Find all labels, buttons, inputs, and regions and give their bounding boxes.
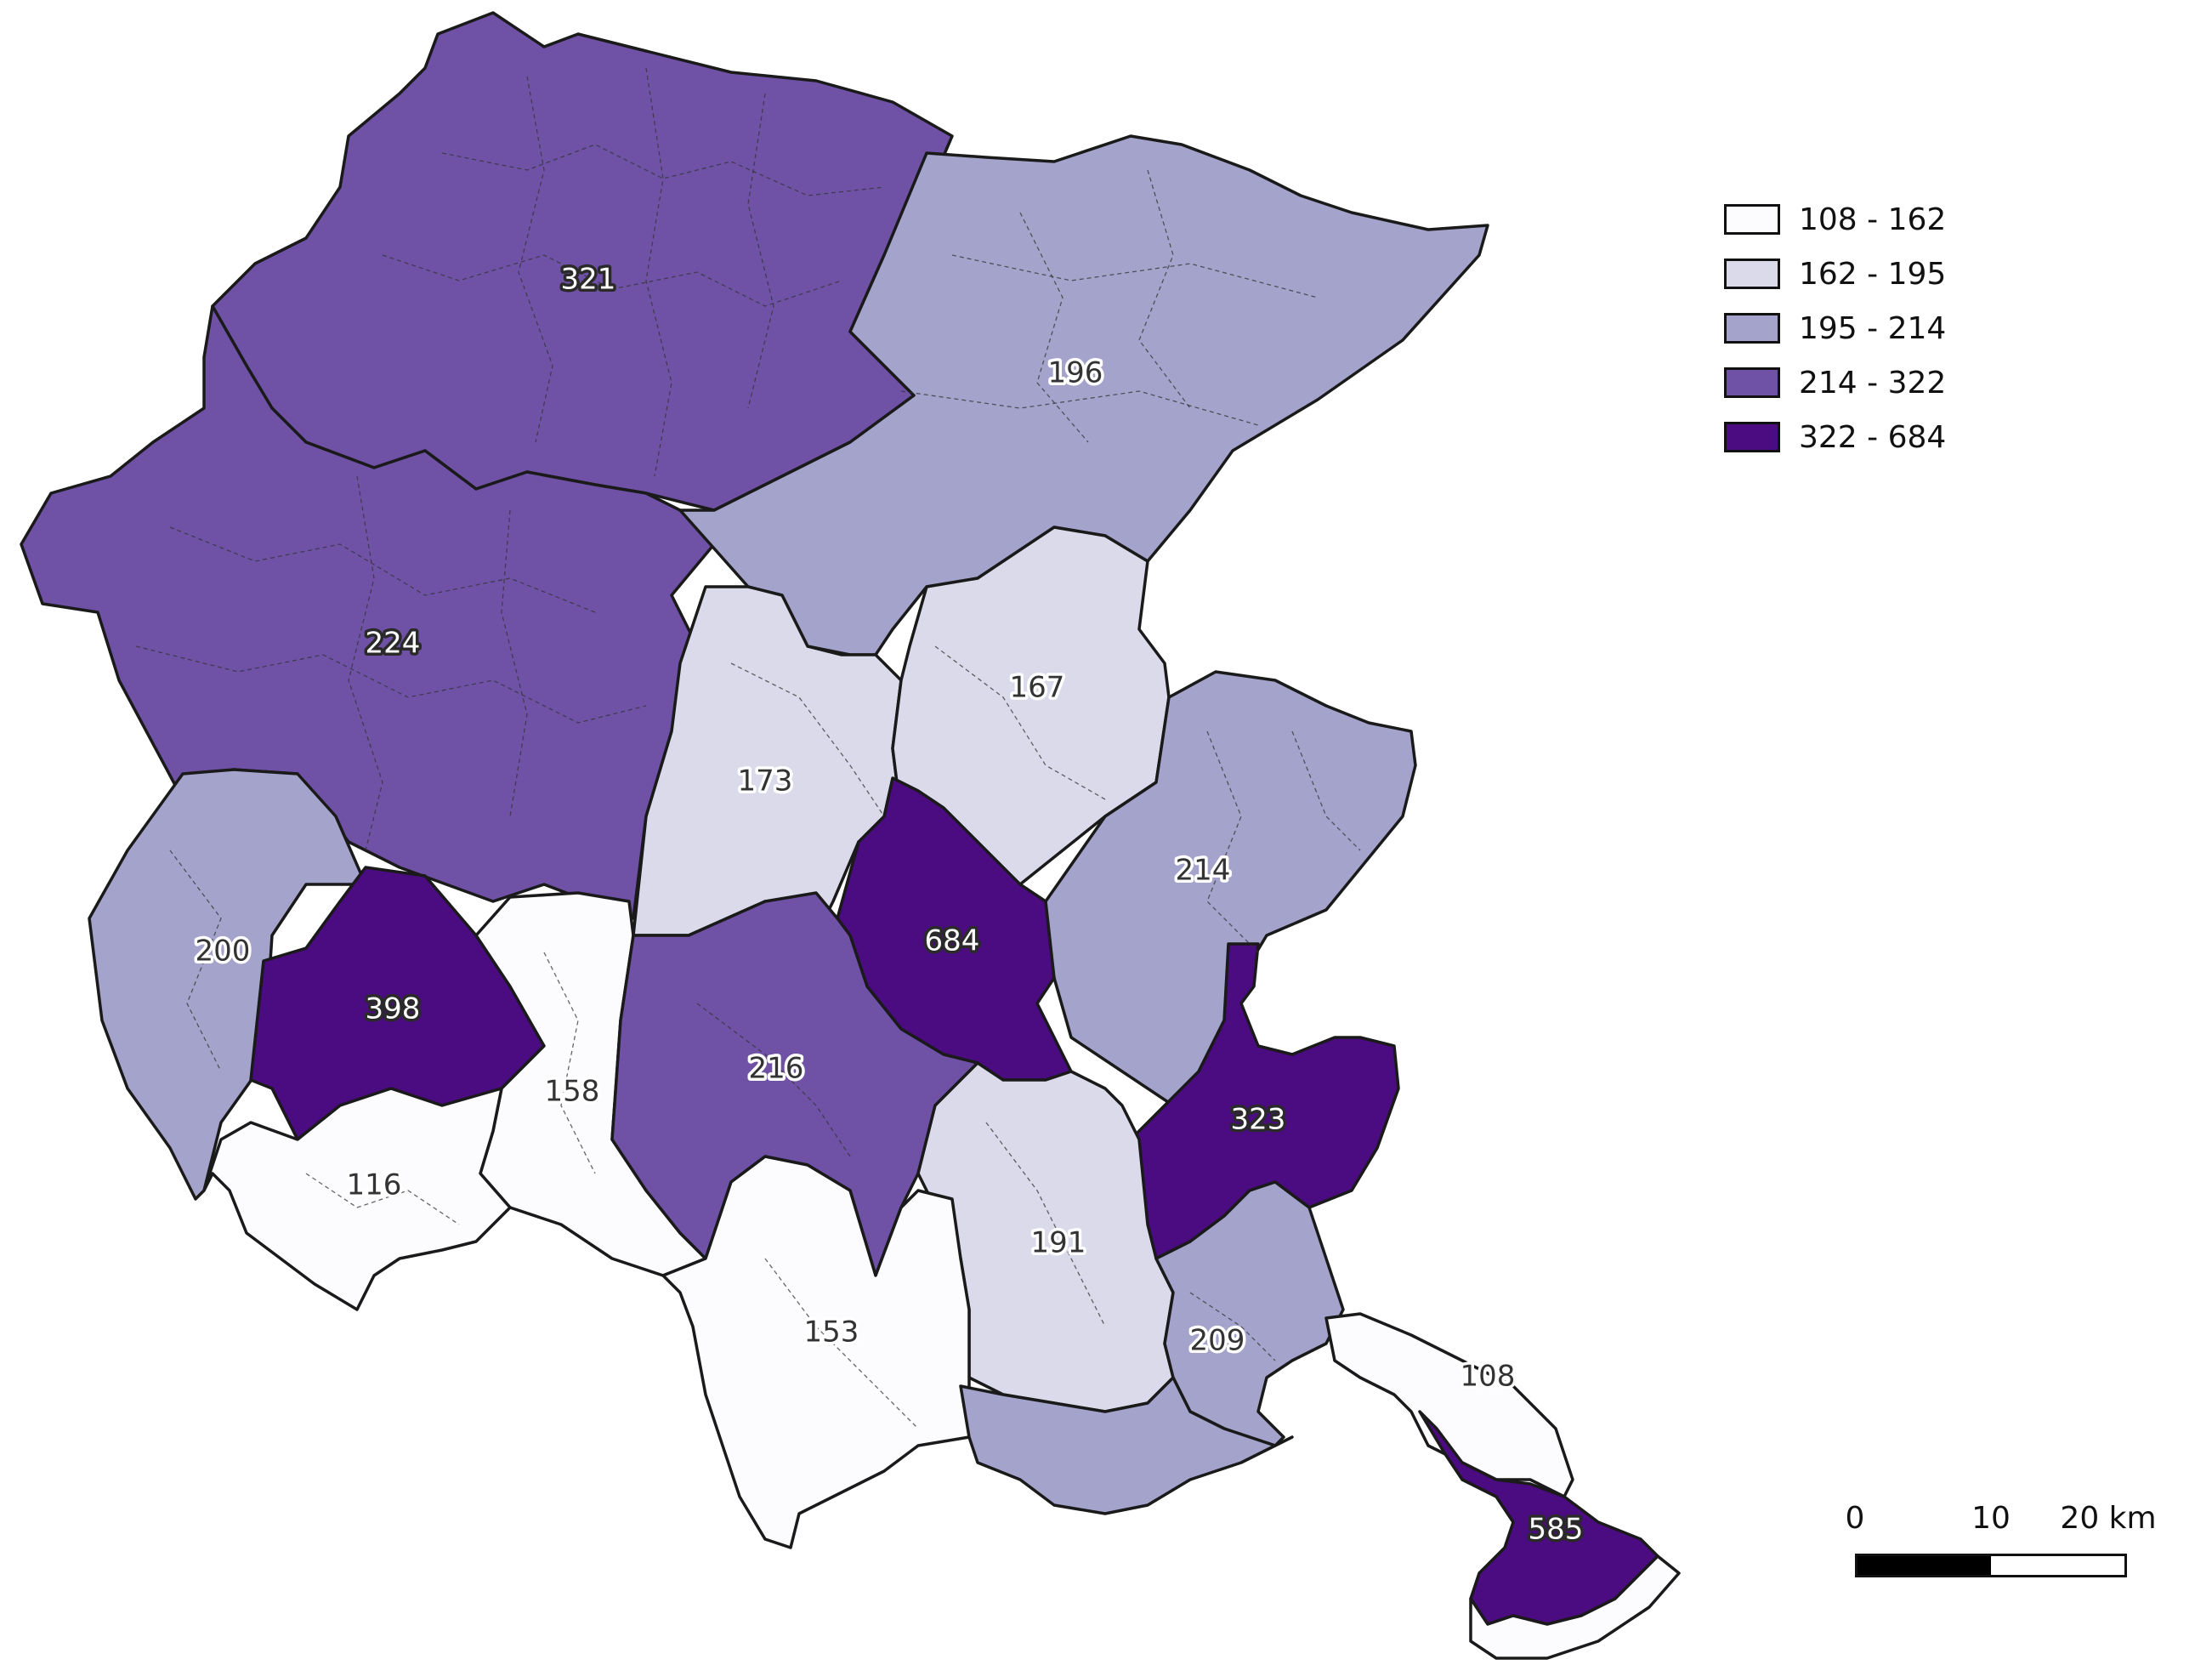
municipal-boundaries: [135, 67, 1361, 1429]
legend-label-4: 214 - 322: [1799, 365, 1947, 401]
label-116: 116: [347, 1168, 402, 1202]
scale-bar-graphic: [1855, 1554, 2127, 1577]
map-legend: 108 - 162 162 - 195 195 - 214 214 - 322 …: [1724, 192, 1946, 464]
label-214: 214: [1176, 854, 1231, 888]
label-196: 196: [1048, 356, 1103, 390]
scale-segment-black: [1858, 1556, 1991, 1575]
district-200: [88, 768, 367, 1201]
scale-tick-20km: 20 km: [2060, 1501, 2157, 1536]
label-323: 323: [1231, 1103, 1286, 1137]
scale-tick-0: 0: [1845, 1501, 1865, 1536]
legend-item-1: 108 - 162: [1724, 192, 1946, 247]
label-108: 108: [1460, 1360, 1516, 1394]
scale-segment-white: [1991, 1556, 2124, 1575]
legend-item-2: 162 - 195: [1724, 247, 1946, 301]
label-153: 153: [804, 1316, 859, 1350]
label-216: 216: [749, 1052, 804, 1086]
label-209: 209: [1190, 1324, 1245, 1358]
label-585: 585: [1529, 1513, 1584, 1547]
legend-label-2: 162 - 195: [1799, 256, 1947, 292]
legend-swatch-5: [1724, 422, 1780, 452]
legend-label-1: 108 - 162: [1799, 202, 1947, 237]
label-684: 684: [925, 924, 980, 958]
label-200: 200: [196, 935, 251, 969]
legend-item-5: 322 - 684: [1724, 410, 1946, 464]
district-153: [661, 1155, 971, 1549]
legend-item-3: 195 - 214: [1724, 301, 1946, 355]
label-398: 398: [366, 992, 421, 1026]
legend-swatch-3: [1724, 313, 1780, 344]
label-191: 191: [1031, 1226, 1086, 1260]
district-coastal-tip: [1469, 1554, 1681, 1660]
legend-swatch-4: [1724, 367, 1780, 398]
legend-label-3: 195 - 214: [1799, 310, 1947, 346]
district-108: [1324, 1312, 1574, 1498]
label-321: 321: [561, 263, 616, 297]
legend-item-4: 214 - 322: [1724, 355, 1946, 410]
scale-bar: 0 10 20 km: [1846, 1501, 2157, 1594]
scale-tick-10: 10: [1971, 1501, 2011, 1536]
district-bottom-strip: [959, 1376, 1294, 1515]
label-173: 173: [738, 764, 793, 798]
label-224: 224: [366, 627, 421, 661]
legend-swatch-2: [1724, 259, 1780, 289]
district-216: [610, 891, 979, 1277]
district-116: [202, 1087, 512, 1311]
legend-label-5: 322 - 684: [1799, 419, 1947, 455]
label-167: 167: [1010, 671, 1065, 705]
label-158: 158: [545, 1075, 600, 1109]
district-321: [211, 11, 954, 512]
legend-swatch-1: [1724, 204, 1780, 235]
